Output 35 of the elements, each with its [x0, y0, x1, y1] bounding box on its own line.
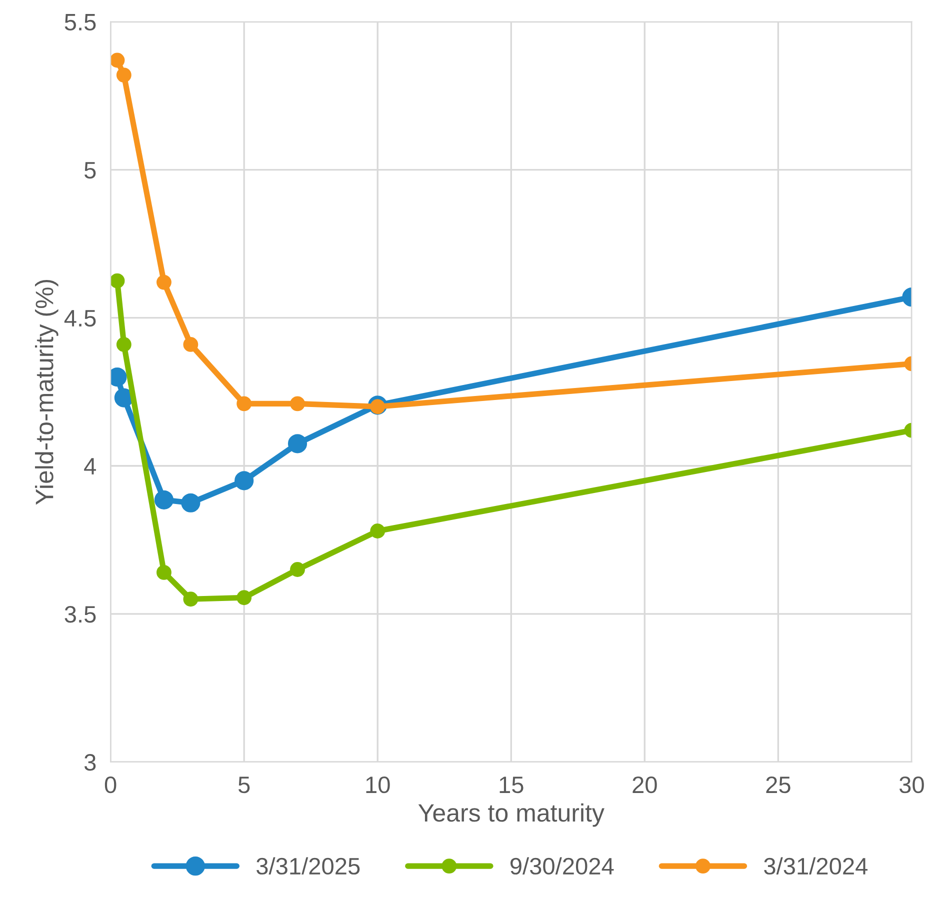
- x-tick-label: 20: [632, 776, 657, 794]
- point: [110, 52, 125, 68]
- x-tick-label: 10: [366, 776, 390, 794]
- point: [236, 396, 252, 412]
- x-tick-label: 30: [899, 776, 924, 794]
- y-tick-label: 3.5: [64, 606, 96, 623]
- point: [156, 564, 172, 580]
- legend-label: 9/30/2024: [510, 857, 614, 875]
- x-tick-label: 0: [104, 776, 116, 794]
- point: [154, 490, 174, 510]
- y-tick-label: 3: [84, 754, 96, 771]
- y-tick-label: 4: [84, 458, 96, 474]
- point: [234, 471, 254, 490]
- point: [181, 493, 200, 512]
- x-axis-title: Years to maturity: [418, 803, 604, 827]
- y-tick-label: 4.5: [64, 310, 96, 327]
- legend-label: 3/31/2025: [256, 857, 360, 875]
- y-tick-label: 5: [84, 162, 96, 179]
- point: [370, 524, 386, 538]
- x-tick-label: 15: [500, 776, 524, 794]
- x-tick-label: 25: [766, 776, 790, 794]
- point: [236, 590, 252, 606]
- y-tick-label: 5.5: [64, 14, 96, 31]
- point: [290, 562, 305, 577]
- y-axis-title: Yield-to-maturity (%): [34, 280, 58, 505]
- x-tick-label: 5: [238, 776, 250, 794]
- point: [116, 337, 132, 352]
- point: [110, 273, 125, 288]
- point: [116, 68, 132, 83]
- legend-label: 3/31/2024: [764, 857, 868, 875]
- point: [288, 434, 308, 454]
- point: [290, 396, 305, 412]
- point: [156, 274, 172, 290]
- point: [183, 592, 198, 607]
- point: [183, 337, 198, 352]
